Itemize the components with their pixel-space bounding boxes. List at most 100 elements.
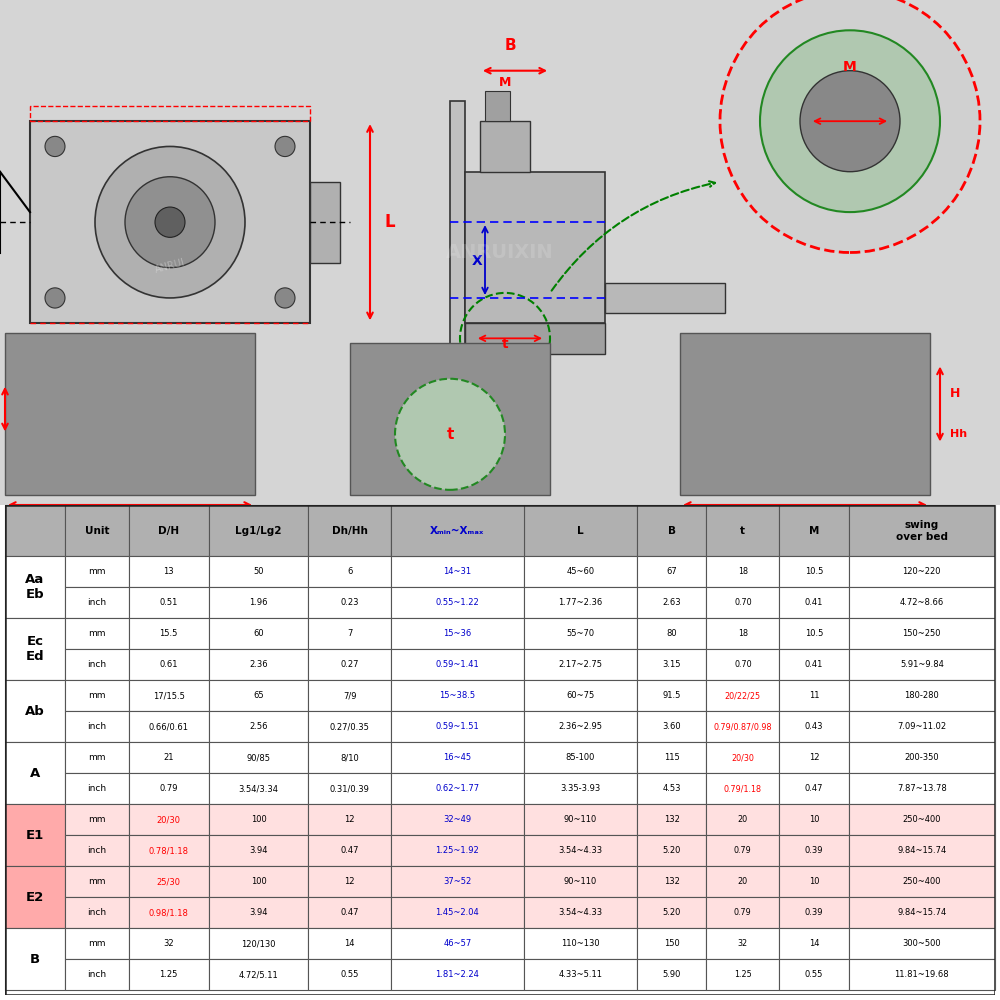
Text: 0.47: 0.47: [805, 784, 823, 793]
Bar: [524, 649, 637, 680]
Text: 150~250: 150~250: [903, 629, 941, 638]
Text: t: t: [502, 337, 508, 351]
Text: t: t: [740, 526, 745, 536]
Text: 180-280: 180-280: [904, 691, 939, 700]
Text: 20/22/25: 20/22/25: [725, 691, 761, 700]
Bar: [5, 333, 255, 495]
Text: Lg1: Lg1: [117, 510, 143, 523]
Bar: [5, 742, 65, 804]
Bar: [129, 804, 209, 835]
Text: X: X: [472, 254, 483, 268]
Text: 12: 12: [344, 815, 355, 824]
Text: 14: 14: [344, 939, 355, 948]
Bar: [308, 711, 391, 742]
Bar: [308, 680, 391, 711]
Text: 0.27: 0.27: [340, 660, 359, 669]
Text: 10: 10: [809, 815, 819, 824]
Bar: [65, 556, 129, 587]
Bar: [391, 680, 524, 711]
Text: 67: 67: [666, 567, 677, 576]
Text: 1.25: 1.25: [734, 970, 752, 979]
Bar: [706, 742, 779, 773]
Text: 3.54~4.33: 3.54~4.33: [558, 846, 603, 855]
Text: 0.79: 0.79: [734, 908, 752, 917]
Bar: [65, 649, 129, 680]
Bar: [637, 742, 706, 773]
Bar: [849, 505, 995, 556]
Bar: [308, 587, 391, 618]
Bar: [209, 959, 308, 990]
Bar: [391, 587, 524, 618]
Text: 0.78/1.18: 0.78/1.18: [149, 846, 189, 855]
Text: 37~52: 37~52: [443, 877, 472, 886]
Text: 14~31: 14~31: [443, 567, 471, 576]
Bar: [849, 866, 995, 897]
Bar: [65, 618, 129, 649]
Text: 1.96: 1.96: [249, 598, 268, 607]
Bar: [637, 587, 706, 618]
Bar: [65, 742, 129, 773]
Text: mm: mm: [88, 877, 106, 886]
Text: Lg2: Lg2: [792, 510, 818, 523]
Bar: [637, 835, 706, 866]
Bar: [706, 649, 779, 680]
Bar: [391, 505, 524, 556]
Text: 0.66/0.61: 0.66/0.61: [149, 722, 189, 731]
Bar: [706, 711, 779, 742]
Text: mm: mm: [88, 815, 106, 824]
Bar: [849, 835, 995, 866]
Text: 20/30: 20/30: [731, 753, 754, 762]
Text: 7.87~13.78: 7.87~13.78: [897, 784, 947, 793]
Bar: [849, 773, 995, 804]
Bar: [65, 897, 129, 928]
Bar: [129, 773, 209, 804]
Bar: [637, 649, 706, 680]
Text: 90/85: 90/85: [246, 753, 270, 762]
Bar: [129, 742, 209, 773]
Text: 0.79/1.18: 0.79/1.18: [724, 784, 762, 793]
Text: 11.81~19.68: 11.81~19.68: [895, 970, 949, 979]
Text: 3.94: 3.94: [249, 908, 268, 917]
Text: 110~130: 110~130: [561, 939, 600, 948]
Bar: [779, 804, 849, 835]
Text: L: L: [385, 213, 396, 231]
Bar: [209, 835, 308, 866]
Text: 3.94: 3.94: [249, 846, 268, 855]
Circle shape: [720, 0, 980, 252]
Text: 12: 12: [344, 877, 355, 886]
Bar: [65, 773, 129, 804]
Bar: [524, 928, 637, 959]
Bar: [524, 742, 637, 773]
Text: L: L: [577, 526, 584, 536]
Circle shape: [95, 146, 245, 298]
Text: 17/15.5: 17/15.5: [153, 691, 185, 700]
Text: 14: 14: [809, 939, 819, 948]
Bar: [524, 897, 637, 928]
Bar: [391, 897, 524, 928]
Bar: [209, 556, 308, 587]
Bar: [524, 773, 637, 804]
Bar: [129, 680, 209, 711]
Text: 90~110: 90~110: [564, 877, 597, 886]
Text: 1.25: 1.25: [159, 970, 178, 979]
Text: 100: 100: [251, 877, 266, 886]
Text: 5.91~9.84: 5.91~9.84: [900, 660, 944, 669]
Bar: [65, 680, 129, 711]
Bar: [5, 804, 65, 866]
Text: inch: inch: [87, 970, 106, 979]
Bar: [706, 587, 779, 618]
Bar: [637, 680, 706, 711]
Text: 0.47: 0.47: [340, 846, 359, 855]
Bar: [637, 804, 706, 835]
Text: 0.62~1.77: 0.62~1.77: [435, 784, 479, 793]
Bar: [391, 866, 524, 897]
Bar: [65, 866, 129, 897]
Text: 15.5: 15.5: [159, 629, 178, 638]
Bar: [849, 680, 995, 711]
Text: 0.23: 0.23: [340, 598, 359, 607]
Bar: [849, 897, 995, 928]
Bar: [308, 866, 391, 897]
Circle shape: [155, 207, 185, 237]
Text: M: M: [809, 526, 819, 536]
Text: 3.54~4.33: 3.54~4.33: [558, 908, 603, 917]
